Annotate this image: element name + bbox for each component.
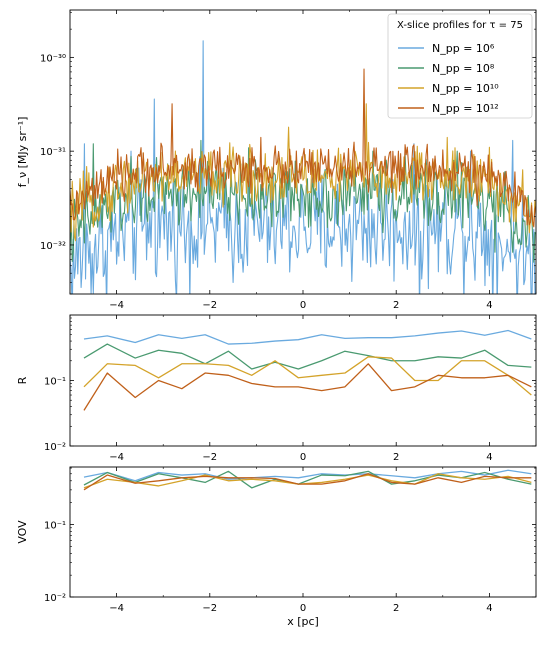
legend-box (387, 13, 533, 119)
y-tick-label: 10⁻² (44, 593, 66, 604)
x-tick-label: −2 (202, 452, 217, 463)
x-tick-label: 2 (393, 452, 399, 463)
panel-top: −4 −2 0 2 4 10⁻³² 10⁻³¹ 10⁻³⁰ f_ν [MJy sr⁻¹] X-sl… (16, 9, 537, 311)
legend-title: X-slice profiles for τ = 75 (397, 20, 523, 31)
legend: X-slice profiles for τ = 75 N_pp = 10⁶ N_p… (387, 13, 533, 119)
x-axis-label: x [pc] (287, 615, 319, 628)
legend-entry: N_pp = 10⁸ (432, 62, 495, 75)
y-tick-label: 10⁻² (44, 442, 66, 453)
x-tick-label: −4 (109, 603, 124, 614)
legend-entry: N_pp = 10⁶ (432, 42, 495, 55)
axes-frame (69, 466, 537, 598)
series-line-4 (83, 363, 532, 411)
series-line-1 (83, 329, 532, 345)
x-tick-label: 2 (393, 603, 399, 614)
x-tick-label: −4 (109, 452, 124, 463)
x-tick-label: 4 (486, 300, 492, 311)
series-group (83, 469, 532, 491)
x-tick-label: 0 (300, 300, 306, 311)
y-tick-label: 10⁻³² (40, 241, 66, 252)
x-tick-label: 2 (393, 300, 399, 311)
series-line-4 (70, 68, 536, 228)
series-line-1 (70, 40, 536, 294)
legend-entry: N_pp = 10¹⁰ (432, 82, 499, 95)
series-line-3 (83, 356, 532, 396)
series-group (70, 40, 536, 294)
y-axis-label: R (16, 376, 29, 384)
x-tick-label: 4 (486, 603, 492, 614)
series-line-3 (83, 473, 532, 489)
y-tick-label: 10⁻³¹ (40, 147, 66, 158)
x-tick-label: −2 (202, 300, 217, 311)
x-tick-label: −2 (202, 603, 217, 614)
y-tick-label: 10⁻¹ (44, 520, 66, 531)
panel-middle: −4 −2 0 2 4 10⁻² 10⁻¹ R (16, 314, 537, 463)
y-axis-label: f_ν [MJy sr⁻¹] (16, 117, 29, 188)
x-tick-label: 0 (300, 603, 306, 614)
x-tick-label: 0 (300, 452, 306, 463)
series-line-4 (83, 473, 532, 491)
series-group (83, 329, 532, 411)
y-tick-label: 10⁻¹ (44, 377, 66, 388)
series-line-2 (83, 343, 532, 370)
axes-frame (69, 314, 537, 447)
series-line-2 (70, 139, 536, 263)
y-tick-label: 10⁻³⁰ (40, 53, 66, 64)
legend-entry: N_pp = 10¹² (432, 102, 499, 115)
panel-bottom: −4 −2 0 2 4 10⁻² 10⁻¹ VOV x [pc] (16, 466, 537, 628)
series-line-1 (83, 469, 532, 482)
x-tick-label: 4 (486, 452, 492, 463)
x-tick-label: −4 (109, 300, 124, 311)
y-axis-label: VOV (16, 520, 29, 544)
